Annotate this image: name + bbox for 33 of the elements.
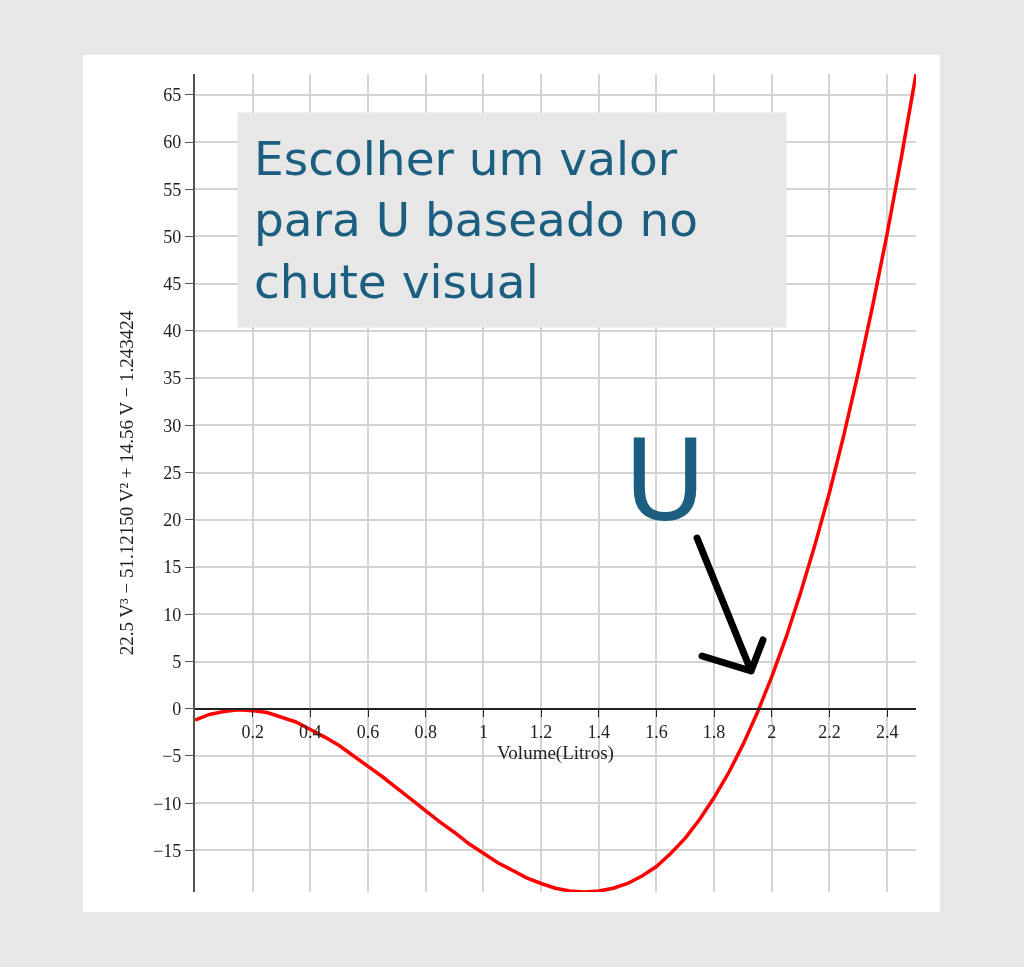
- y-tick-label: −10: [153, 793, 182, 814]
- x-axis-title: Volume(Litros): [497, 742, 614, 765]
- y-axis-title: 22.5 V³ − 51.12150 V² + 14.56 V − 1.243424: [116, 310, 138, 656]
- y-tick-label: 30: [163, 415, 182, 436]
- x-tick-label: 1.8: [702, 722, 726, 743]
- y-tick-label: 50: [163, 226, 182, 247]
- y-tick-label: −5: [162, 746, 182, 767]
- y-tick-label: 25: [163, 462, 182, 483]
- y-tick-label: 65: [163, 85, 182, 106]
- y-tick-label: 60: [163, 132, 182, 153]
- y-tick-label: 35: [163, 368, 182, 389]
- x-tick-label: 2: [767, 722, 777, 743]
- annotation: U: [624, 415, 706, 545]
- x-tick-label: 1.2: [529, 722, 553, 743]
- annotation: Escolher um valor para U baseado no chute visual: [254, 131, 698, 309]
- x-tick-label: 1.6: [645, 722, 668, 743]
- line-series: [195, 74, 916, 892]
- y-tick-label: 45: [163, 274, 182, 294]
- x-tick-label: 0.8: [414, 722, 437, 743]
- x-tick-label: 2.4: [875, 722, 899, 743]
- y-tick-label: 55: [163, 179, 182, 200]
- y-tick-label: 40: [163, 321, 182, 342]
- y-tick-label: 10: [163, 604, 182, 625]
- x-tick-label: 0.6: [356, 722, 380, 743]
- x-tick-label: 2.2: [818, 722, 841, 743]
- x-tick-label: 1.4: [587, 722, 611, 743]
- y-tick-label: 15: [163, 557, 182, 578]
- y-tick-label: −15: [153, 840, 182, 861]
- y-tick-label: 20: [163, 510, 182, 531]
- y-tick-label: 5: [172, 651, 182, 672]
- x-tick-label: 1: [478, 722, 488, 743]
- y-tick-label: 0: [172, 699, 182, 720]
- x-tick-label: 0.2: [241, 722, 264, 743]
